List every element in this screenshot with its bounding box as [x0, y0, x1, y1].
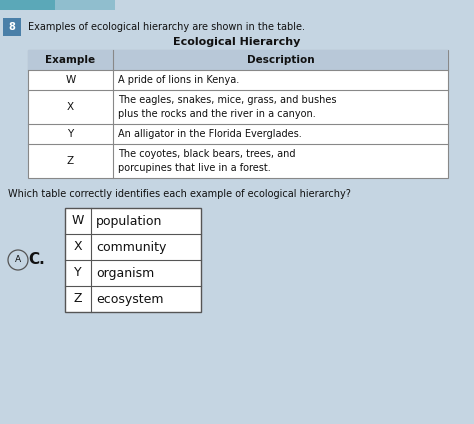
Text: 8: 8: [9, 22, 16, 32]
Text: organism: organism: [96, 267, 154, 279]
Text: X: X: [67, 102, 74, 112]
Text: Y: Y: [67, 129, 73, 139]
Text: The coyotes, black bears, trees, and
porcupines that live in a forest.: The coyotes, black bears, trees, and por…: [118, 149, 295, 173]
Text: ecosystem: ecosystem: [96, 293, 164, 306]
Text: A pride of lions in Kenya.: A pride of lions in Kenya.: [118, 75, 239, 85]
Text: X: X: [73, 240, 82, 254]
Text: A: A: [15, 256, 21, 265]
Text: Z: Z: [74, 293, 82, 306]
Text: Y: Y: [74, 267, 82, 279]
Text: W: W: [72, 215, 84, 228]
Text: community: community: [96, 240, 166, 254]
Bar: [55, 0, 115, 10]
Text: The eagles, snakes, mice, grass, and bushes
plus the rocks and the river in a ca: The eagles, snakes, mice, grass, and bus…: [118, 95, 337, 119]
Bar: [28, 50, 448, 70]
Text: Z: Z: [67, 156, 74, 166]
Text: Which table correctly identifies each example of ecological hierarchy?: Which table correctly identifies each ex…: [8, 189, 351, 199]
Text: C.: C.: [28, 253, 45, 268]
Text: An alligator in the Florida Everglades.: An alligator in the Florida Everglades.: [118, 129, 302, 139]
Bar: [28, 50, 448, 178]
Bar: [0, 0, 55, 10]
Text: Description: Description: [246, 55, 314, 65]
Text: Examples of ecological hierarchy are shown in the table.: Examples of ecological hierarchy are sho…: [28, 22, 305, 32]
Text: population: population: [96, 215, 163, 228]
Bar: [65, 208, 201, 312]
Bar: [3, 18, 21, 36]
Text: W: W: [65, 75, 76, 85]
Text: Ecological Hierarchy: Ecological Hierarchy: [173, 37, 301, 47]
Text: Example: Example: [46, 55, 96, 65]
